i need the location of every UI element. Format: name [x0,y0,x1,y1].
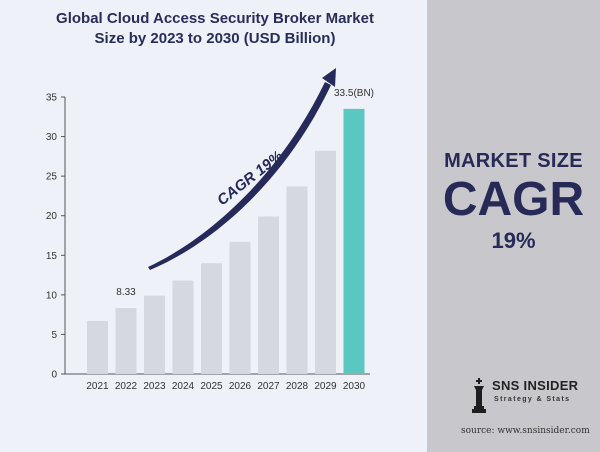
x-tick-label: 2027 [257,381,280,392]
x-tick-label: 2024 [172,381,195,392]
source-text: source: www.snsinsider.com [461,426,590,436]
cagr-arrow-head [322,68,336,87]
bar-2028 [286,186,308,374]
bar-2022 [115,308,137,374]
bar-2030 [343,108,365,374]
bar-2024 [172,280,194,374]
chart-title-line2: Size by 2023 to 2030 (USD Billion) [94,30,336,47]
x-tick-label: 2029 [314,381,337,392]
y-tick-label: 15 [46,251,58,262]
kpi-panel [427,0,600,452]
bar-2026 [229,241,251,374]
brand-name: SNS INSIDER [492,378,579,393]
y-tick-label: 30 [46,132,58,143]
x-tick-label: 2026 [229,381,252,392]
x-tick-label: 2022 [115,381,138,392]
chart-title: Global Cloud Access Security Broker Mark… [20,9,410,49]
bar-2027 [258,216,279,374]
brand-tagline: Strategy & Stats [494,396,571,403]
bar-2021 [87,320,108,374]
chess-king-logo-icon [472,378,486,413]
bar-2023 [144,295,165,374]
y-tick-label: 35 [46,93,58,104]
data-label: 8.33 [116,287,136,298]
data-label: 33.5(BN) [334,88,374,99]
bar-2029 [315,150,336,374]
kpi-big-text: CAGR [442,173,585,226]
bar-2025 [201,263,222,374]
x-tick-label: 2028 [286,381,309,392]
y-tick-label: 20 [46,211,58,222]
chart-title-line1: Global Cloud Access Security Broker Mark… [56,10,374,27]
x-tick-label: 2025 [200,381,223,392]
y-tick-label: 25 [46,172,58,183]
x-tick-label: 2021 [86,381,109,392]
kpi-title: MARKET SIZE [444,150,583,172]
kpi-value: 19% [491,228,536,253]
y-tick-label: 5 [51,330,57,341]
y-tick-label: 10 [46,290,58,301]
x-tick-label: 2023 [143,381,166,392]
x-tick-label: 2030 [343,381,366,392]
y-tick-label: 0 [51,370,57,381]
